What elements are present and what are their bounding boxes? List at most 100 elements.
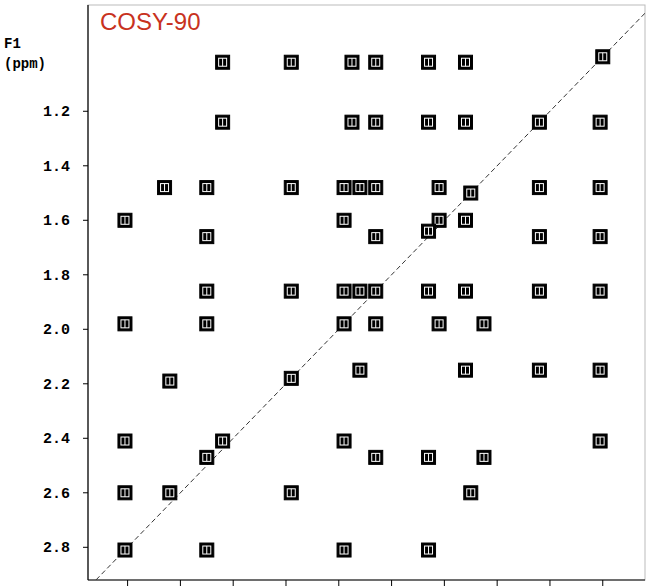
peak-contour	[340, 546, 348, 554]
cross-peak	[284, 181, 298, 195]
cross-peak	[422, 450, 436, 464]
peak-contour	[124, 546, 125, 554]
peak-contour	[161, 184, 169, 192]
peak-contour	[344, 320, 345, 328]
y-tick-label: 2.0	[43, 322, 70, 339]
peak-contour	[596, 287, 604, 295]
peak-contour	[465, 58, 466, 66]
peak-contour	[203, 453, 211, 461]
cross-peak	[353, 181, 367, 195]
cross-peak	[464, 186, 478, 200]
cross-peak	[596, 50, 610, 64]
cross-peak	[422, 284, 436, 298]
peak-contour	[348, 58, 356, 66]
peak-contour	[596, 184, 604, 192]
peak-contour	[166, 489, 174, 497]
cross-peak	[532, 181, 546, 195]
peak-contour	[535, 118, 543, 126]
peak-contour	[372, 453, 380, 461]
x-tick	[549, 580, 550, 586]
peak-contour	[291, 58, 292, 66]
cross-peak	[458, 213, 472, 227]
peak-contour	[203, 287, 211, 295]
cross-peak	[458, 363, 472, 377]
cross-peak	[593, 181, 607, 195]
peak-contour	[375, 453, 376, 461]
peak-contour	[435, 320, 443, 328]
cross-peak	[477, 317, 491, 331]
peak-contour	[483, 453, 484, 461]
peak-contour	[600, 287, 601, 295]
cross-peak	[458, 55, 472, 69]
peak-contour	[535, 233, 543, 241]
peak-contour	[467, 189, 475, 197]
peak-contour	[372, 320, 380, 328]
peak-contour	[480, 453, 488, 461]
cross-peak	[593, 434, 607, 448]
y-tick	[83, 547, 88, 548]
cross-peak	[337, 543, 351, 557]
peak-contour	[600, 118, 601, 126]
cross-peak	[353, 284, 367, 298]
cross-peak	[464, 486, 478, 500]
peak-contour	[344, 184, 345, 192]
y-tick-label: 1.6	[43, 213, 70, 230]
cross-peak	[369, 284, 383, 298]
peak-contour	[166, 377, 174, 385]
cross-peak	[216, 434, 230, 448]
peak-contour	[359, 287, 360, 295]
peak-contour	[465, 366, 466, 374]
cross-peak	[593, 284, 607, 298]
peak-contour	[600, 437, 601, 445]
cross-peak	[216, 55, 230, 69]
y-tick-label: 1.8	[43, 268, 70, 285]
cross-peak	[284, 371, 298, 385]
y-tick-label: 2.4	[43, 431, 70, 448]
peak-contour	[600, 184, 601, 192]
peak-contour	[425, 546, 433, 554]
peak-contour	[425, 287, 433, 295]
peak-contour	[356, 287, 364, 295]
y-tick	[83, 438, 88, 439]
peak-contour	[287, 184, 295, 192]
cross-peak	[422, 115, 436, 129]
peak-contour	[425, 58, 433, 66]
peak-contour	[596, 118, 604, 126]
peak-contour	[344, 546, 345, 554]
peak-contour	[124, 437, 125, 445]
peak-contour	[203, 233, 211, 241]
peak-contour	[375, 58, 376, 66]
peak-contour	[375, 320, 376, 328]
peak-contour	[599, 53, 607, 61]
peak-contour	[340, 287, 348, 295]
y-tick	[83, 329, 88, 330]
peak-contour	[428, 287, 429, 295]
peak-contour	[203, 546, 211, 554]
cross-peak	[432, 181, 446, 195]
cross-peak	[118, 486, 132, 500]
cross-peak	[163, 486, 177, 500]
cross-peak	[345, 55, 359, 69]
peak-contour	[428, 546, 429, 554]
peak-contour	[470, 189, 471, 197]
peak-contour	[356, 366, 364, 374]
cross-peak	[477, 450, 491, 464]
peak-contour	[287, 58, 295, 66]
y-tick-label: 2.2	[43, 377, 70, 394]
peak-contour	[340, 320, 348, 328]
diagonal	[96, 13, 645, 580]
peak-contour	[359, 366, 360, 374]
x-tick	[391, 580, 392, 586]
y-tick	[83, 383, 88, 384]
cross-peak	[200, 317, 214, 331]
cross-peak	[216, 115, 230, 129]
peak-contour	[428, 453, 429, 461]
peak-contour	[425, 453, 433, 461]
cross-peak	[422, 543, 436, 557]
peak-contour	[435, 216, 443, 224]
peak-contour	[600, 233, 601, 241]
cross-peak	[422, 55, 436, 69]
cross-peak	[593, 230, 607, 244]
cross-peak	[284, 284, 298, 298]
y-tick	[83, 111, 88, 112]
